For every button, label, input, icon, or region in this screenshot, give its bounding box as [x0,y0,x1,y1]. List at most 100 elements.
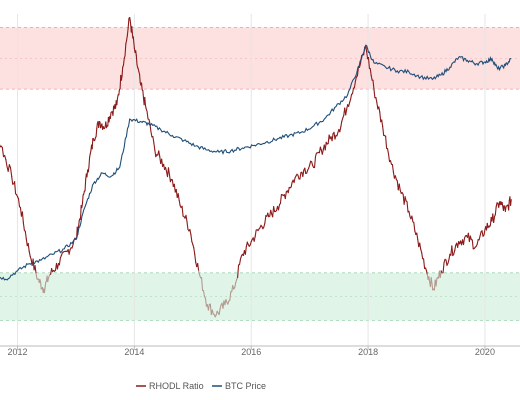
rhodl-ratio-segment [27,243,30,253]
rhodl-ratio-segment [152,135,155,144]
rhodl-ratio-segment [177,193,180,201]
rhodl-ratio-segment [139,73,141,84]
bands-layer [0,26,520,321]
rhodl-ratio-segment [284,191,287,200]
rhodl-ratio-segment [279,194,282,204]
rhodl-ratio-segment [132,36,135,44]
rhodl-ratio-segment [120,75,123,81]
rhodl-ratio-segment [453,249,456,255]
rhodl-ratio-segment [353,80,356,89]
rhodl-ratio-segment [448,253,451,261]
rhodl-ratio-segment [439,270,442,278]
rhodl-ratio-segment [297,174,300,180]
rhodl-ratio-segment [126,34,128,41]
rhodl-ratio-segment [58,257,61,266]
legend-label-btc-price[interactable]: BTC Price [225,381,266,391]
rhodl-ratio-segment [340,120,343,128]
rhodl-ratio-segment [249,241,252,246]
rhodl-ratio-segment [244,245,247,255]
rhodl-ratio-segment [144,96,146,106]
rhodl-ratio-segment [146,110,149,120]
rhodl-ratio-segment [372,79,375,90]
rhodl-ratio-segment [385,135,388,149]
rhodl-ratio-segment [158,150,161,157]
grid-layer [17,14,486,346]
rhodl-ratio-segment [431,283,434,291]
legend-label-rhodl-ratio[interactable]: RHODL Ratio [149,381,204,391]
rhodl-ratio-segment [124,43,127,57]
rhodl-ratio-segment [277,204,281,211]
rhodl-ratio-segment [116,94,119,99]
rhodl-ratio-segment [428,276,431,283]
rhodl-ratio-segment [235,278,238,284]
rhodl-ratio-segment [68,248,71,255]
rhodl-ratio-segment [350,93,353,101]
rhodl-ratio-segment [398,183,401,191]
rhodl-ratio-segment [153,142,156,151]
rhodl-ratio-segment [273,206,276,213]
rhodl-ratio-segment [419,242,422,250]
rhodl-ratio-segment [254,229,257,238]
rhodl-ratio-segment [135,54,138,66]
rhodl-ratio-segment [394,175,397,180]
rhodl-ratio-segment [87,166,90,173]
rhodl-ratio-segment [264,215,267,224]
rhodl-ratio-segment [21,211,24,224]
rhodl-ratio-segment [150,131,153,138]
rhodl-ratio-segment [81,203,83,209]
rhodl-ratio-segment [56,263,59,270]
rhodl-ratio-segment [34,265,37,274]
rhodl-ratio-segment [91,138,94,150]
rhodl-ratio-segment [194,253,197,263]
rhodl-ratio-segment [351,87,355,95]
rhodl-ratio-segment [375,96,378,104]
rhodl-ratio-segment [25,238,28,247]
series-layer [0,16,512,318]
rhodl-ratio-segment [125,39,128,45]
rhodl-ratio-segment [198,270,201,276]
rhodl-ratio-segment [35,272,38,280]
rhodl-ratio-segment [178,199,181,207]
rhodl-ratio-segment [164,166,168,173]
rhodl-ratio-segment [423,258,426,270]
rhodl-ratio-segment [109,111,112,120]
rhodl-ratio-segment [161,158,164,167]
rhodl-ratio-segment [193,247,196,255]
rhodl-ratio-segment [121,66,124,77]
rhodl-ratio-segment [348,102,351,107]
x-tick-label: 2012 [8,347,28,357]
rhodl-ratio-segment [366,50,369,60]
rhodl-ratio-segment [309,160,312,166]
rhodl-ratio-segment [263,222,266,228]
rhodl-ratio-segment [302,169,305,177]
rhodl-ratio-segment [421,251,424,260]
rhodl-ratio-segment [237,264,240,279]
x-tick-label: 2020 [475,347,495,357]
rhodl-ratio-segment [129,20,132,26]
rhodl-ratio-segment [406,201,409,213]
rhodl-ratio-segment [430,277,433,285]
rhodl-ratio-segment [131,26,133,34]
rhodl-ratio-segment [71,244,74,249]
rhodl-ratio-segment [154,149,157,158]
rhodl-ratio-segment [447,259,450,264]
rhodl-ratio-segment [494,206,497,216]
rhodl-ratio-segment [167,167,170,176]
rhodl-ratio-segment [173,183,176,193]
rhodl-ratio-segment [11,175,14,185]
rhodl-ratio-segment [369,68,372,77]
rhodl-ratio-segment [321,149,324,155]
rhodl-ratio-segment [420,248,423,253]
rhodl-ratio-segment [381,119,384,128]
rhodl-ratio-segment [442,262,445,274]
rhodl-ratio-segment [339,126,342,133]
rhodl-ratio-segment [267,212,270,218]
rhodl-ratio-segment [493,216,496,224]
rhodl-ratio-segment [290,181,293,188]
rhodl-ratio-segment [218,308,221,316]
rhodl-ratio-segment [229,291,232,301]
rhodl-ratio-segment [78,220,80,228]
rhodl-ratio-segment [483,228,486,236]
rhodl-ratio-segment [98,120,100,128]
rhodl-ratio-segment [510,199,512,206]
